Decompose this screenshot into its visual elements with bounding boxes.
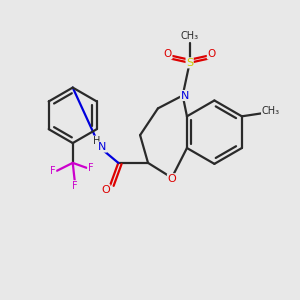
- Text: O: O: [167, 174, 176, 184]
- Text: F: F: [50, 166, 56, 176]
- Text: N: N: [98, 142, 106, 152]
- Text: O: O: [101, 184, 110, 195]
- Text: F: F: [72, 181, 77, 191]
- Text: CH₃: CH₃: [262, 106, 280, 116]
- Text: O: O: [207, 49, 216, 59]
- Text: CH₃: CH₃: [181, 31, 199, 41]
- Text: O: O: [164, 49, 172, 59]
- Text: H: H: [93, 136, 100, 146]
- Text: F: F: [88, 163, 93, 173]
- Text: S: S: [186, 58, 193, 68]
- Text: N: N: [181, 91, 189, 100]
